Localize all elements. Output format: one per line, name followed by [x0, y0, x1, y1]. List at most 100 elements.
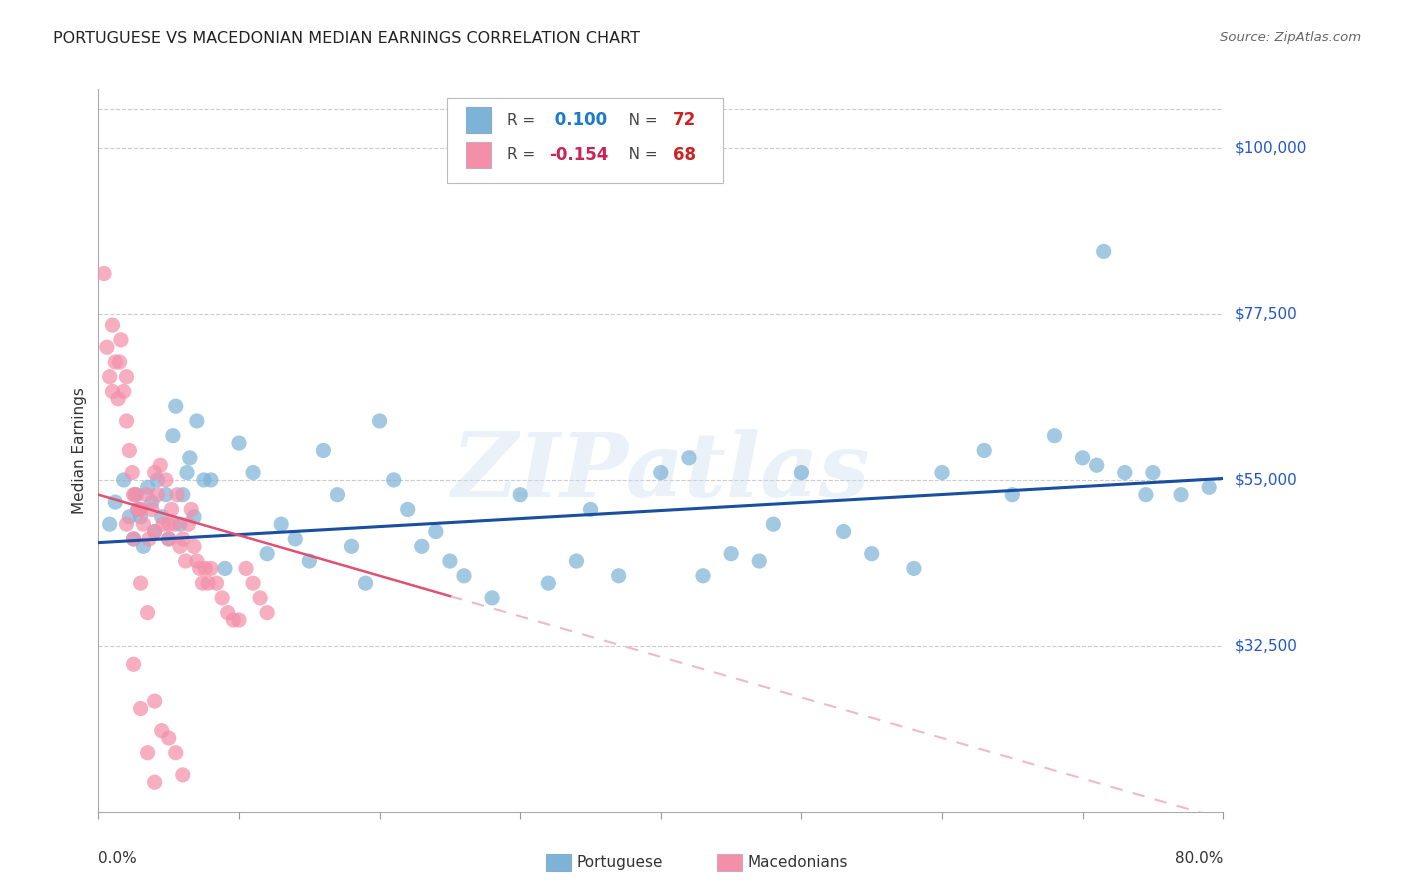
Point [104, 495, 127, 509]
Point [129, 701, 152, 715]
FancyBboxPatch shape [447, 98, 723, 183]
Text: R =: R = [506, 112, 540, 128]
Point [169, 517, 191, 532]
Text: Macedonians: Macedonians [748, 855, 848, 870]
Point [127, 502, 149, 516]
Point [249, 591, 271, 605]
Point [537, 576, 560, 591]
Point [132, 539, 155, 553]
Point [832, 524, 855, 539]
Point [122, 488, 145, 502]
Point [160, 502, 183, 516]
Point [155, 488, 177, 502]
Text: N =: N = [613, 147, 662, 162]
Point [270, 517, 292, 532]
Point [191, 576, 214, 591]
Text: 80.0%: 80.0% [1175, 852, 1223, 866]
Point [136, 606, 159, 620]
Point [150, 723, 173, 738]
FancyBboxPatch shape [467, 107, 491, 133]
Point [509, 488, 531, 502]
Point [177, 517, 200, 532]
Text: N =: N = [613, 112, 662, 128]
Point [1198, 480, 1220, 494]
Point [118, 443, 141, 458]
Point [150, 509, 173, 524]
Point [340, 539, 363, 553]
Point [180, 502, 202, 516]
Point [122, 657, 145, 672]
Point [96, 340, 118, 354]
Point [1170, 488, 1192, 502]
Point [193, 473, 215, 487]
Point [1135, 488, 1157, 502]
Point [129, 502, 152, 516]
Point [169, 539, 191, 553]
Point [284, 532, 307, 546]
Point [125, 488, 148, 502]
Point [129, 502, 152, 516]
Point [166, 488, 188, 502]
Y-axis label: Median Earnings: Median Earnings [72, 387, 87, 514]
Point [1114, 466, 1136, 480]
Point [183, 539, 205, 553]
Point [136, 746, 159, 760]
Point [163, 517, 186, 532]
Point [312, 443, 335, 458]
Point [481, 591, 503, 605]
Point [157, 517, 180, 532]
Point [138, 532, 160, 546]
Text: $100,000: $100,000 [1234, 141, 1306, 156]
Point [692, 569, 714, 583]
Point [176, 466, 198, 480]
Point [115, 414, 138, 428]
Point [354, 576, 377, 591]
Point [157, 532, 180, 546]
Point [179, 450, 201, 465]
Point [211, 591, 233, 605]
Point [162, 428, 184, 442]
FancyBboxPatch shape [467, 142, 491, 168]
Point [141, 502, 163, 516]
Point [186, 554, 208, 568]
Point [607, 569, 630, 583]
Point [762, 517, 785, 532]
Point [860, 547, 883, 561]
Text: Source: ZipAtlas.com: Source: ZipAtlas.com [1220, 31, 1361, 45]
Point [326, 488, 349, 502]
Point [149, 458, 172, 473]
Text: $55,000: $55,000 [1234, 473, 1298, 487]
Point [146, 473, 169, 487]
Point [194, 561, 217, 575]
Point [720, 547, 742, 561]
Point [115, 517, 138, 532]
Point [1071, 450, 1094, 465]
Point [104, 355, 127, 369]
Point [108, 355, 131, 369]
Point [973, 443, 995, 458]
Text: ZIPatlas: ZIPatlas [453, 429, 869, 516]
Point [256, 606, 278, 620]
Text: -0.154: -0.154 [550, 146, 609, 164]
Point [200, 473, 222, 487]
Point [98, 369, 121, 384]
Text: R =: R = [506, 147, 540, 162]
Point [200, 561, 222, 575]
Point [136, 480, 159, 494]
Point [903, 561, 925, 575]
Point [146, 488, 169, 502]
Point [110, 333, 132, 347]
Point [157, 532, 180, 546]
Point [228, 436, 250, 450]
Point [1092, 244, 1115, 259]
Point [183, 509, 205, 524]
Point [143, 466, 166, 480]
Point [222, 613, 245, 627]
Point [155, 473, 177, 487]
Point [118, 509, 141, 524]
Point [411, 539, 433, 553]
Point [172, 532, 194, 546]
Point [931, 466, 953, 480]
Text: $77,500: $77,500 [1234, 307, 1298, 321]
Point [1142, 466, 1164, 480]
